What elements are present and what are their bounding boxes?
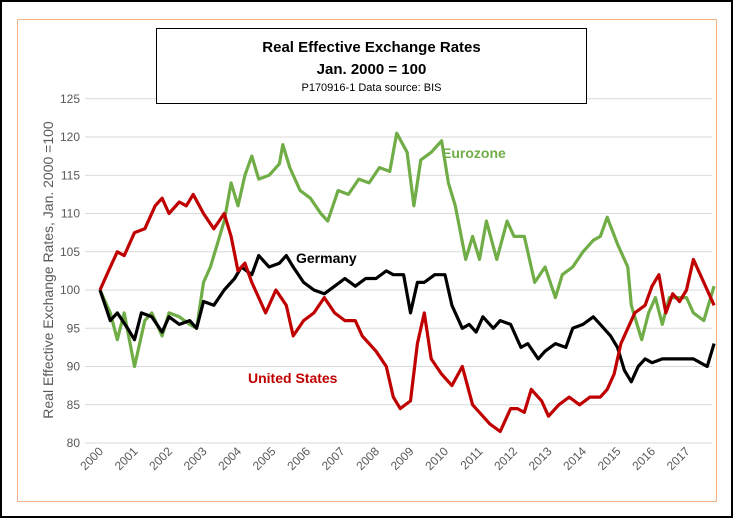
series-line-united-states (98, 192, 716, 434)
x-tick-label: 2012 (491, 444, 520, 473)
x-tick-label: 2008 (353, 444, 382, 473)
y-tick-label: 120 (60, 130, 80, 144)
x-tick-label: 2006 (284, 444, 313, 473)
chart-area-border (17, 19, 717, 502)
chart-title: Real Effective Exchange Rates (262, 39, 481, 56)
y-tick-label: 95 (67, 321, 81, 335)
x-tick-label: 2010 (422, 444, 451, 473)
y-tick-label: 105 (60, 245, 80, 259)
x-tick-label: 2011 (457, 444, 485, 472)
title-box: Real Effective Exchange Rates Jan. 2000 … (156, 28, 587, 104)
x-tick-label: 2007 (319, 444, 348, 473)
x-tick-label: 2015 (595, 444, 624, 473)
y-axis-label: Real Effective Exchange Rates, Jan. 2000… (40, 121, 56, 419)
chart-source-note: P170916-1 Data source: BIS (301, 82, 442, 94)
y-tick-label: 100 (60, 283, 80, 297)
series-label-united-states: United States (248, 370, 338, 386)
series-line-eurozone (98, 131, 716, 369)
y-tick-label: 90 (67, 360, 81, 374)
x-tick-label: 2004 (215, 444, 244, 473)
x-tick-label: 2017 (664, 444, 693, 473)
y-tick-label: 125 (60, 92, 80, 106)
y-tick-label: 80 (67, 436, 81, 450)
chart-subtitle: Jan. 2000 = 100 (316, 61, 427, 78)
y-tick-label: 85 (67, 398, 81, 412)
series-line-germany (98, 254, 716, 384)
y-tick-label: 110 (61, 207, 80, 221)
x-tick-label: 2005 (250, 444, 279, 473)
series-label-eurozone: Eurozone (442, 145, 506, 161)
x-tick-label: 2013 (526, 444, 555, 473)
x-tick-label: 2002 (146, 444, 175, 473)
x-tick-label: 2000 (77, 444, 106, 473)
x-tick-label: 2016 (629, 444, 658, 473)
x-tick-label: 2001 (112, 444, 141, 473)
x-tick-label: 2014 (560, 444, 589, 473)
x-tick-label: 2003 (181, 444, 210, 473)
y-tick-label: 115 (61, 168, 80, 182)
series-label-germany: Germany (296, 250, 357, 266)
x-tick-label: 2009 (388, 444, 417, 473)
